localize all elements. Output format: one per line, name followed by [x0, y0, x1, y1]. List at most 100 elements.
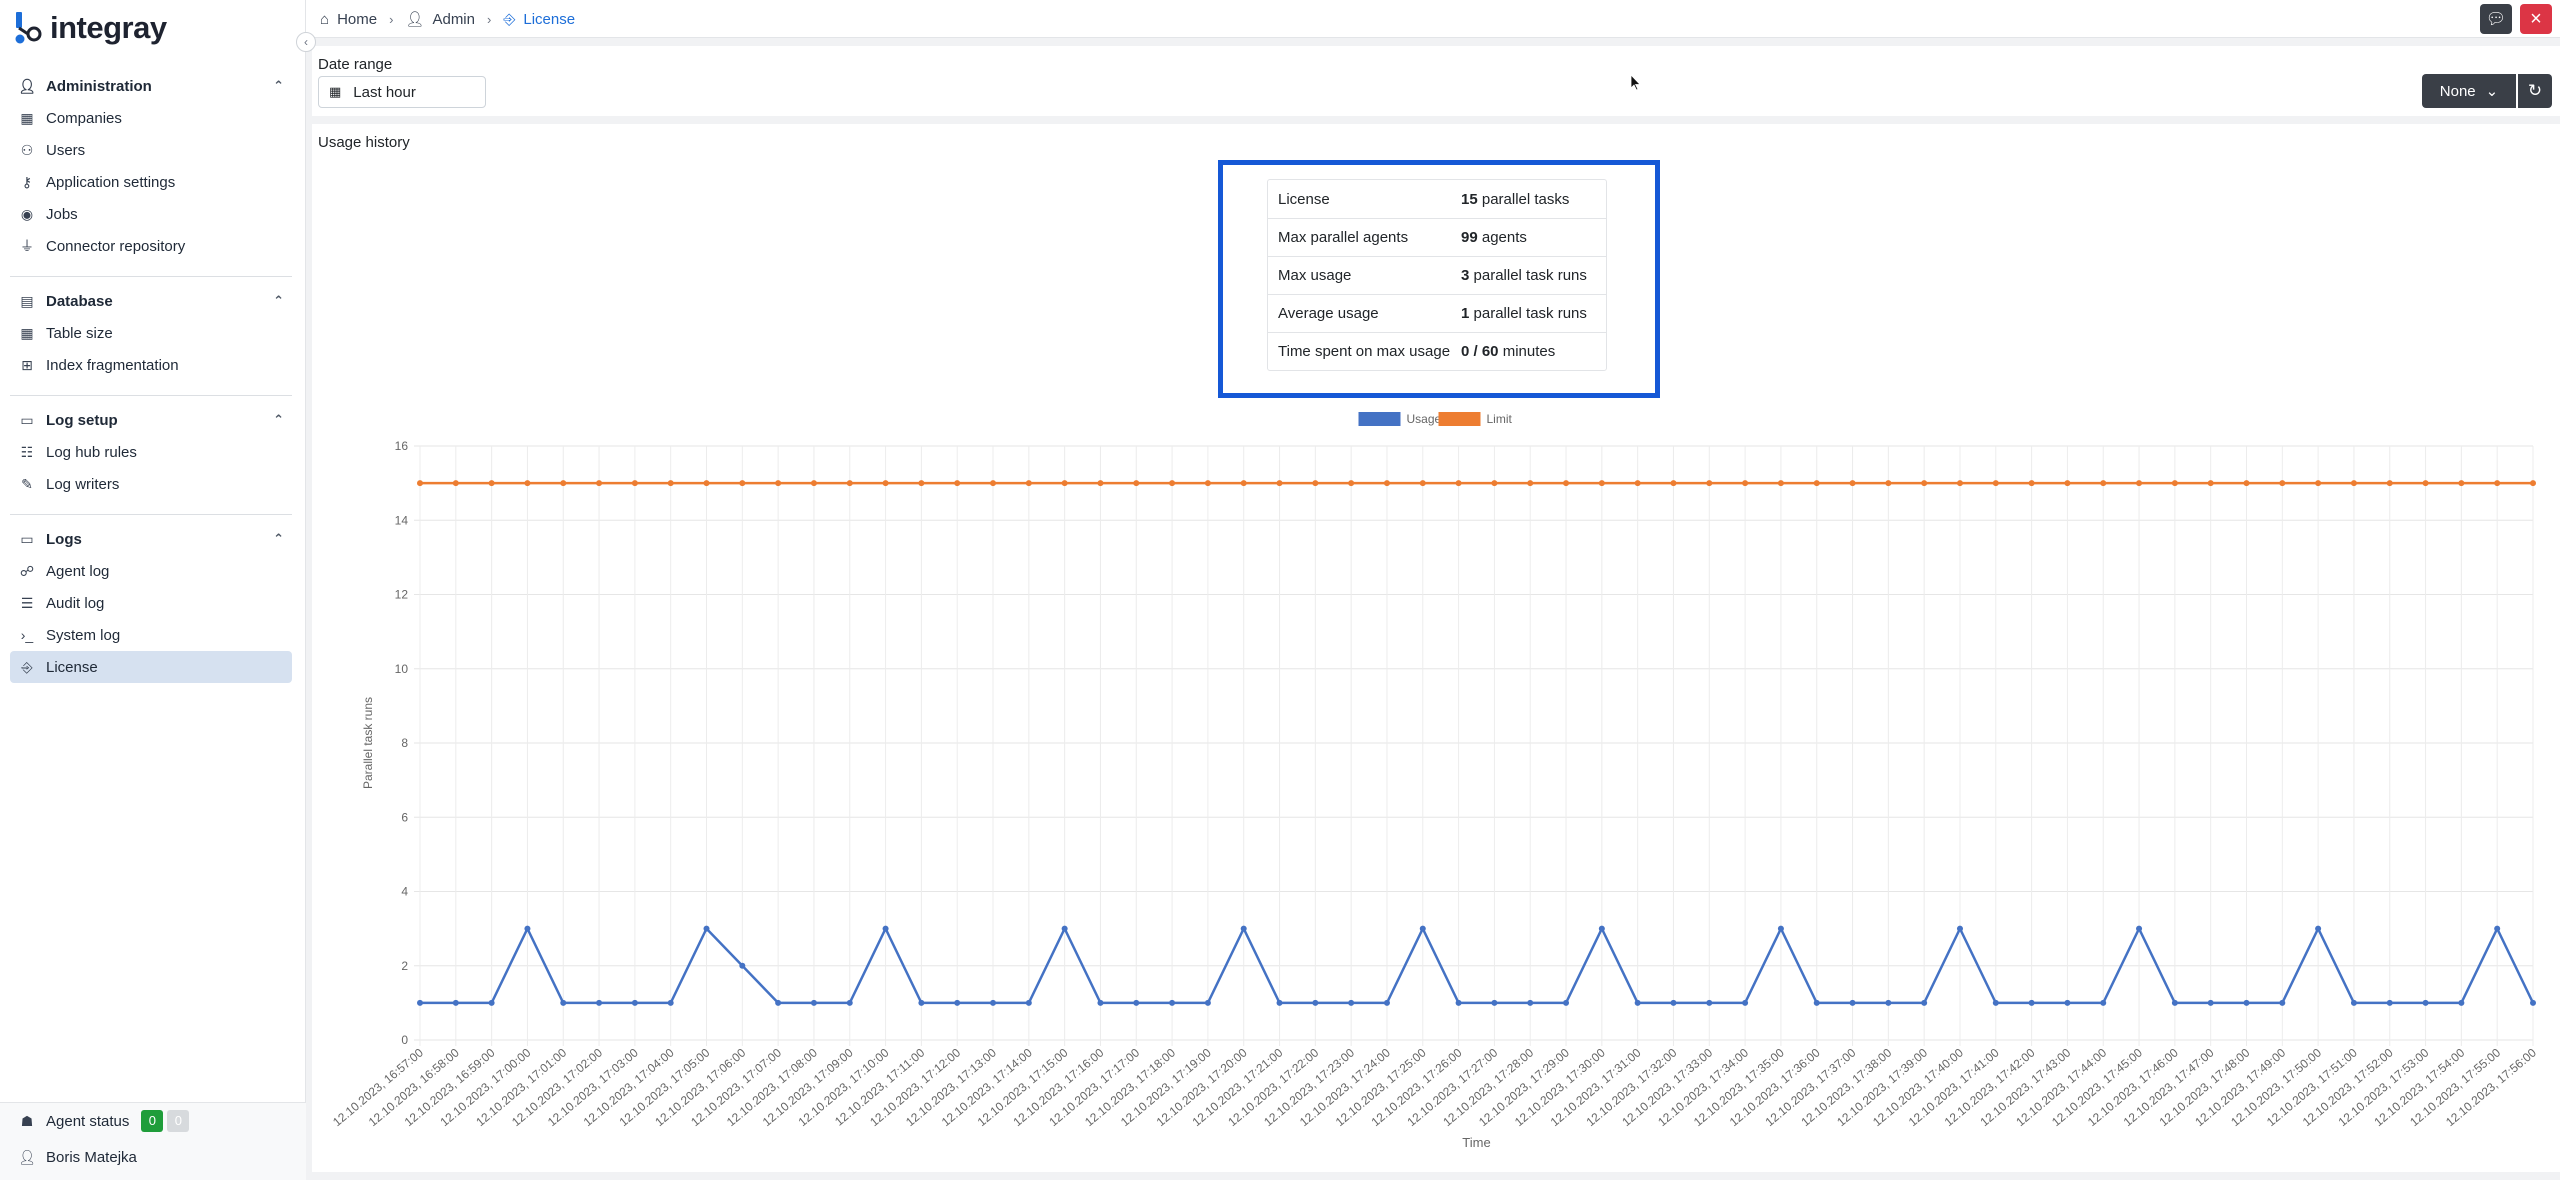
date-range-input[interactable]: ▦ Last hour: [318, 76, 486, 108]
data-point-usage: [2386, 999, 2393, 1006]
data-point-usage: [1885, 999, 1892, 1006]
data-point-usage: [1670, 999, 1677, 1006]
agent-status[interactable]: ☗ Agent status 0 0: [0, 1103, 306, 1139]
sidebar-item-table-size[interactable]: ▦ Table size: [10, 317, 292, 349]
data-point-limit: [1240, 480, 1247, 487]
chevron-right-icon: ›: [389, 11, 394, 27]
key-icon: ⚷: [21, 173, 33, 190]
sidebar-item-label: Jobs: [46, 205, 78, 223]
data-point-usage: [1992, 999, 1999, 1006]
data-point-limit: [846, 480, 853, 487]
summary-value: 15 parallel tasks: [1461, 190, 1570, 208]
section-header-administration[interactable]: 👤︎ Administration ⌃: [10, 70, 292, 102]
pen-icon: ✎: [21, 475, 33, 492]
calendar-icon: ▦: [329, 84, 342, 99]
table-icon: ▦: [20, 324, 34, 341]
sidebar-item-jobs[interactable]: ◉ Jobs: [10, 198, 292, 230]
sidebar-item-audit-log[interactable]: ☰ Audit log: [10, 587, 292, 619]
data-point-limit: [1097, 480, 1104, 487]
data-point-limit: [1348, 480, 1355, 487]
refresh-interval-dropdown[interactable]: None ⌄: [2422, 74, 2516, 108]
section-title: Administration: [46, 77, 152, 95]
data-point-limit: [2422, 480, 2429, 487]
data-point-limit: [990, 480, 997, 487]
data-point-limit: [1312, 480, 1319, 487]
data-point-usage: [1706, 999, 1713, 1006]
data-point-usage: [882, 925, 889, 932]
breadcrumb-current: ⎆ License: [503, 11, 575, 28]
agent-icon: ☗: [20, 1112, 34, 1129]
data-point-limit: [918, 480, 925, 487]
sidebar-item-connector-repository[interactable]: ⏚ Connector repository: [10, 230, 292, 262]
section-header-log-setup[interactable]: ▭ Log setup ⌃: [10, 404, 292, 436]
summary-key: Average usage: [1278, 305, 1379, 322]
close-button[interactable]: ×: [2520, 4, 2552, 34]
data-point-limit: [703, 480, 710, 487]
chat-button[interactable]: 💬︎: [2480, 4, 2512, 34]
data-point-usage: [1276, 999, 1283, 1006]
data-point-usage: [417, 999, 423, 1006]
data-point-limit: [2028, 480, 2035, 487]
section-header-logs[interactable]: ▭ Logs ⌃: [10, 523, 292, 555]
sidebar-item-agent-log[interactable]: ☍ Agent log: [10, 555, 292, 587]
sidebar-item-label: Agent log: [46, 562, 110, 580]
data-point-usage: [560, 999, 567, 1006]
nav-section-logs: ▭ Logs ⌃ ☍ Agent log ☰ Audit log ›_ System …: [10, 514, 292, 683]
license-icon: ⎆: [21, 658, 33, 675]
data-point-usage: [2028, 999, 2035, 1006]
y-tick-label: 14: [395, 513, 409, 527]
refresh-button[interactable]: ↻: [2518, 74, 2552, 108]
target-icon: ◉: [20, 205, 34, 222]
sidebar-item-application-settings[interactable]: ⚷ Application settings: [10, 166, 292, 198]
data-point-limit: [1634, 480, 1641, 487]
section-header-database[interactable]: ▤ Database ⌃: [10, 285, 292, 317]
app-logo[interactable]: integray: [14, 8, 167, 48]
sidebar-item-users[interactable]: ⚇ Users: [10, 134, 292, 166]
data-point-usage: [1169, 999, 1176, 1006]
breadcrumb-admin[interactable]: 👤︎ Admin: [405, 10, 475, 29]
data-point-usage: [2279, 999, 2286, 1006]
summary-row: License 15 parallel tasks: [1268, 180, 1606, 218]
data-point-usage: [1419, 925, 1426, 932]
sidebar-nav: 👤︎ Administration ⌃ ▦ Companies ⚇ Users ⚷ A…: [10, 70, 292, 697]
user-menu[interactable]: 👤︎ Boris Matejka: [0, 1139, 306, 1175]
sidebar-item-index-fragmentation[interactable]: ⊞ Index fragmentation: [10, 349, 292, 381]
sidebar-item-companies[interactable]: ▦ Companies: [10, 102, 292, 134]
breadcrumb-home-label: Home: [337, 10, 378, 28]
data-point-usage: [2100, 999, 2107, 1006]
sidebar-item-system-log[interactable]: ›_ System log: [10, 619, 292, 651]
building-icon: ▦: [20, 109, 34, 126]
sidebar-item-label: Users: [46, 141, 86, 159]
summary-key: Max parallel agents: [1278, 229, 1409, 246]
data-point-usage: [1348, 999, 1355, 1006]
data-point-limit: [2100, 480, 2107, 487]
sidebar-item-log-writers[interactable]: ✎ Log writers: [10, 468, 292, 500]
sidebar-item-log-hub-rules[interactable]: ☷ Log hub rules: [10, 436, 292, 468]
mouse-cursor-icon: [1630, 74, 1641, 91]
legend-swatch-limit: [1438, 412, 1481, 426]
y-tick-label: 0: [401, 1033, 408, 1047]
summary-value: 99 agents: [1461, 229, 1527, 246]
chevron-up-icon: ⌃: [273, 293, 284, 308]
data-point-limit: [417, 480, 423, 487]
data-point-limit: [1706, 480, 1713, 487]
sidebar-item-label: Audit log: [46, 594, 105, 612]
section-title: Log setup: [46, 411, 118, 429]
user-name: Boris Matejka: [46, 1148, 137, 1166]
data-point-usage: [2494, 925, 2501, 932]
data-point-usage: [1061, 925, 1068, 932]
home-icon: ⌂: [320, 10, 330, 28]
legend-swatch-usage: [1358, 412, 1401, 426]
data-point-usage: [810, 999, 817, 1006]
section-title: Logs: [46, 530, 82, 548]
sidebar-item-license[interactable]: ⎆ License: [10, 651, 292, 683]
rules-icon: ☷: [20, 443, 34, 460]
data-point-usage: [1742, 999, 1749, 1006]
summary-key: License: [1278, 190, 1330, 208]
refresh-interval-value: None: [2439, 82, 2476, 100]
breadcrumb-home[interactable]: ⌂ Home: [320, 11, 377, 28]
date-range-value: Last hour: [353, 83, 416, 101]
sidebar-collapse-button[interactable]: ‹: [296, 32, 316, 52]
data-point-usage: [1204, 999, 1211, 1006]
user-icon: 👤︎: [405, 11, 425, 28]
